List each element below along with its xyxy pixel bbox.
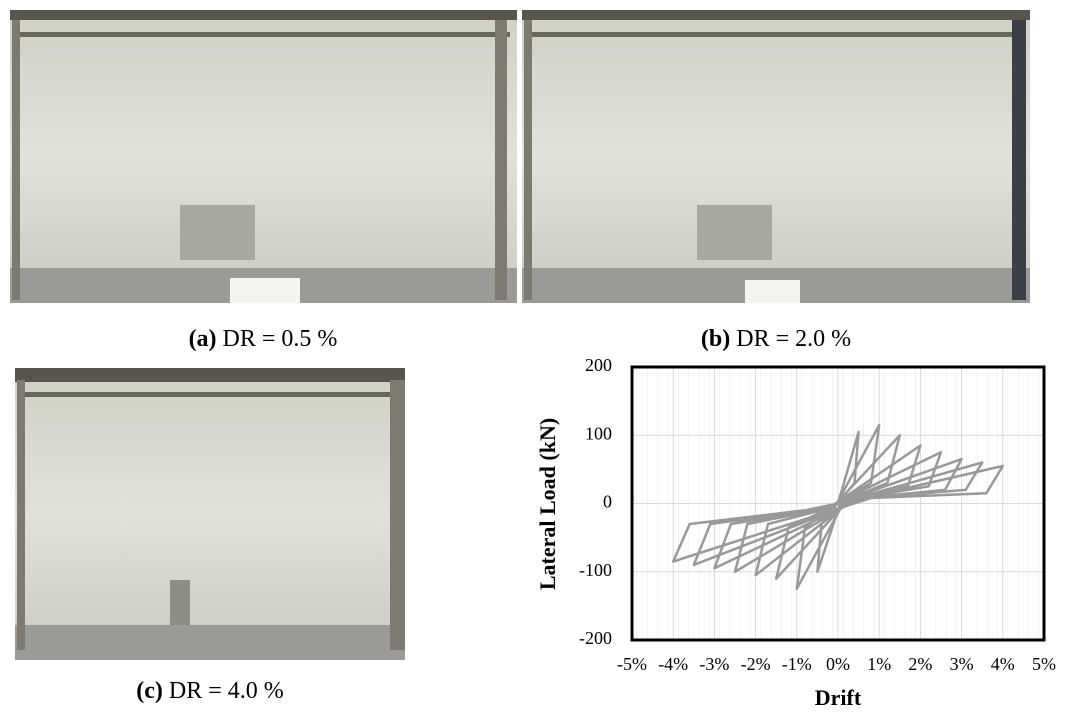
caption: (a) DR = 0.5 % xyxy=(189,326,338,352)
y-tick-label: -200 xyxy=(579,628,612,648)
caption-label: (a) xyxy=(189,326,217,352)
x-tick-label: 5% xyxy=(1032,654,1056,674)
x-tick-label: -3% xyxy=(699,654,729,674)
x-tick-label: 2% xyxy=(908,654,932,674)
caption-label: (c) xyxy=(136,678,163,704)
caption: (b) DR = 2.0 % xyxy=(701,326,851,352)
photo-c xyxy=(15,368,405,660)
plot-border xyxy=(630,365,1046,642)
y-axis-title: Lateral Load (kN) xyxy=(535,418,560,590)
x-tick-label: -4% xyxy=(658,654,688,674)
y-tick-label: 200 xyxy=(585,355,612,375)
x-tick-label: -5% xyxy=(617,654,647,674)
caption-text: DR = 0.5 % xyxy=(223,326,338,352)
x-tick-label: 3% xyxy=(950,654,974,674)
x-tick-label: -1% xyxy=(782,654,812,674)
x-tick-label: 4% xyxy=(991,654,1015,674)
hysteresis-curve xyxy=(671,423,1005,591)
y-tick-label: 0 xyxy=(603,492,612,512)
caption-label: (b) xyxy=(701,326,730,352)
y-tick-label: -100 xyxy=(579,560,612,580)
photo-a xyxy=(10,10,517,303)
x-tick-label: 0% xyxy=(826,654,850,674)
x-tick-label: 1% xyxy=(867,654,891,674)
caption: (c) DR = 4.0 % xyxy=(136,678,284,704)
x-tick-label: -2% xyxy=(741,654,771,674)
photo-b xyxy=(522,10,1030,303)
x-axis-title: Drift xyxy=(815,685,862,710)
y-tick-label: 100 xyxy=(585,423,612,443)
chart: -5% -4% -3% -2% -1% 0% 1% 2% 3% 4% 5% -200 -100 0 100 2… xyxy=(579,355,1056,674)
photos xyxy=(10,10,1030,660)
caption-text: DR = 2.0 % xyxy=(736,326,851,352)
caption-text: DR = 4.0 % xyxy=(169,678,284,704)
